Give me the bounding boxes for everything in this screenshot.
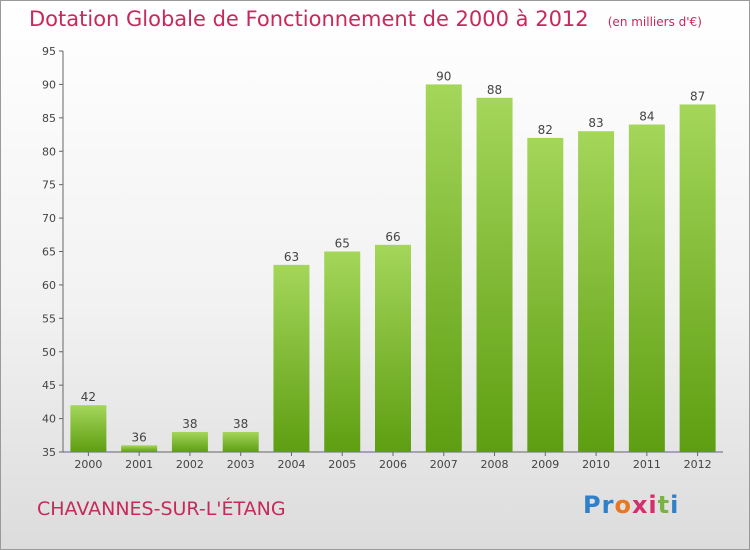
logo-letter: P xyxy=(583,491,602,519)
bar-value-label: 66 xyxy=(385,230,400,244)
bar xyxy=(628,124,665,453)
location-name: CHAVANNES-SUR-L'ÉTANG xyxy=(37,498,286,520)
bar-value-label: 63 xyxy=(284,250,299,264)
y-tick-label: 50 xyxy=(42,346,56,359)
labels: 35 40 45 50 55 60 65 70 75 80 85 90 95 42 2000 36 2001 38… xyxy=(42,45,712,471)
x-tick-label: 2009 xyxy=(531,458,559,471)
y-tick-label: 65 xyxy=(42,246,56,259)
bar-value-label: 38 xyxy=(233,417,248,431)
x-tick-label: 2005 xyxy=(328,458,356,471)
x-tick-label: 2011 xyxy=(633,458,661,471)
bar-value-label: 42 xyxy=(81,390,96,404)
logo-letter: r xyxy=(601,491,615,519)
logo-letter: i xyxy=(648,491,658,519)
y-tick-label: 35 xyxy=(42,446,56,459)
y-tick-label: 95 xyxy=(42,45,56,58)
bar xyxy=(171,431,208,452)
bar xyxy=(222,431,259,452)
bars xyxy=(70,84,716,453)
bar xyxy=(273,264,310,452)
x-tick-label: 2012 xyxy=(684,458,712,471)
x-tick-label: 2008 xyxy=(481,458,509,471)
x-tick-label: 2001 xyxy=(125,458,153,471)
y-tick-label: 45 xyxy=(42,379,56,392)
bar-value-label: 88 xyxy=(487,83,502,97)
x-tick-label: 2000 xyxy=(74,458,102,471)
x-tick-label: 2002 xyxy=(176,458,204,471)
bar-value-label: 90 xyxy=(436,69,451,83)
bar xyxy=(679,104,716,452)
y-tick-label: 60 xyxy=(42,279,56,292)
x-tick-label: 2010 xyxy=(582,458,610,471)
bar xyxy=(121,445,158,452)
bar xyxy=(476,97,513,453)
y-tick-label: 85 xyxy=(42,112,56,125)
bar xyxy=(375,244,411,452)
bar-value-label: 82 xyxy=(538,123,553,137)
bar-value-label: 87 xyxy=(690,89,705,103)
logo-letter: x xyxy=(631,491,649,519)
x-tick-label: 2004 xyxy=(277,458,305,471)
x-tick-label: 2003 xyxy=(227,458,255,471)
logo-letter: t xyxy=(657,491,671,519)
y-tick-label: 75 xyxy=(42,179,56,192)
x-tick-label: 2007 xyxy=(430,458,458,471)
y-tick-label: 90 xyxy=(42,78,56,91)
bar xyxy=(578,131,615,452)
y-tick-label: 55 xyxy=(42,312,56,325)
chart-title: Dotation Globale de Fonctionnement de 20… xyxy=(29,7,589,31)
bar-value-label: 83 xyxy=(588,116,603,130)
chart-unit: (en milliers d'€) xyxy=(607,15,702,29)
proxiti-logo[interactable]: Proxiti xyxy=(583,491,679,519)
bar xyxy=(527,137,564,452)
bar-value-label: 84 xyxy=(639,110,654,124)
bar-value-label: 38 xyxy=(182,417,197,431)
bar-value-label: 65 xyxy=(335,237,350,251)
y-tick-label: 70 xyxy=(42,212,56,225)
bar xyxy=(425,84,462,453)
bar xyxy=(324,251,361,452)
y-tick-label: 80 xyxy=(42,145,56,158)
bar-value-label: 36 xyxy=(132,430,147,444)
logo-letter: i xyxy=(670,491,680,519)
x-tick-label: 2006 xyxy=(379,458,407,471)
chart-header: Dotation Globale de Fonctionnement de 20… xyxy=(29,7,702,31)
y-tick-label: 40 xyxy=(42,413,56,426)
bar xyxy=(70,405,107,452)
logo-letter: o xyxy=(614,491,632,519)
